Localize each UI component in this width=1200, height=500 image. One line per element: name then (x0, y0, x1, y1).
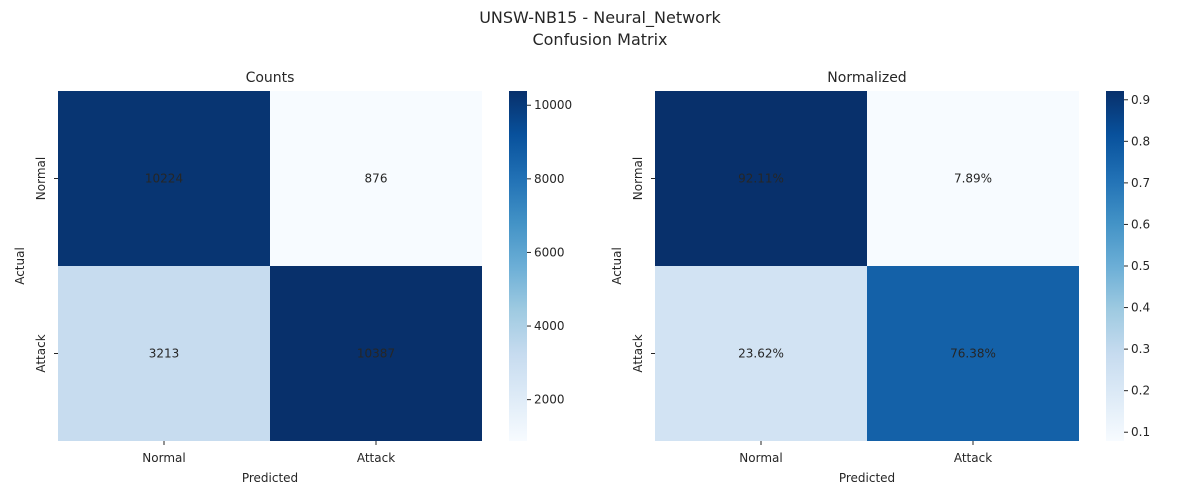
heatmap-cell (867, 266, 1079, 441)
colorbar-tick-label: 10000 (534, 98, 572, 112)
heatmap-cell (270, 91, 482, 266)
colorbar-tick-label: 4000 (534, 319, 565, 333)
x-tick-label: Normal (142, 451, 185, 465)
colorbar (509, 91, 527, 441)
cell-value-label: 76.38% (950, 347, 996, 361)
heatmap-cell (58, 91, 270, 266)
heatmap-panel-1: Counts 10224 876 3213 10387 Normal Attack Predi… (13, 70, 572, 485)
x-axis-label: Predicted (242, 471, 298, 485)
colorbar (1106, 91, 1124, 441)
y-axis-label: Actual (13, 247, 27, 285)
colorbar-tick-label: 8000 (534, 172, 565, 186)
colorbar-tick-label: 0.2 (1131, 384, 1150, 398)
y-tick-label: Normal (34, 157, 48, 200)
x-tick-label: Normal (739, 451, 782, 465)
heatmap-cell (867, 91, 1079, 266)
x-tick-label: Attack (954, 451, 992, 465)
cell-value-label: 3213 (149, 347, 180, 361)
cell-value-label: 92.11% (738, 172, 784, 186)
cell-value-label: 876 (365, 172, 388, 186)
heatmap-panels: Counts 10224 876 3213 10387 Normal Attack Predi… (13, 70, 1150, 485)
x-tick-label: Attack (357, 451, 395, 465)
colorbar-tick-label: 0.6 (1131, 217, 1150, 231)
colorbar-tick-label: 0.3 (1131, 342, 1150, 356)
colorbar-tick-label: 0.8 (1131, 134, 1150, 148)
heatmap-cell (655, 266, 867, 441)
cell-value-label: 7.89% (954, 172, 992, 186)
cell-value-label: 10224 (145, 172, 183, 186)
colorbar-tick-label: 6000 (534, 245, 565, 259)
heatmap-panel-2: Normalized 92.11% 7.89% 23.62% 76.38% Normal A… (610, 70, 1150, 485)
y-tick-label: Attack (631, 334, 645, 372)
colorbar-tick-label: 0.5 (1131, 259, 1150, 273)
colorbar-tick-label: 0.9 (1131, 93, 1150, 107)
panel-title: Counts (246, 70, 295, 86)
cell-value-label: 10387 (357, 347, 395, 361)
y-axis-label: Actual (610, 247, 624, 285)
x-axis-label: Predicted (839, 471, 895, 485)
colorbar-tick-label: 0.4 (1131, 301, 1150, 315)
cell-value-label: 23.62% (738, 347, 784, 361)
heatmap-cell (655, 91, 867, 266)
colorbar-tick-label: 2000 (534, 393, 565, 407)
colorbar-tick-label: 0.7 (1131, 176, 1150, 190)
y-tick-label: Normal (631, 157, 645, 200)
heatmap-cell (270, 266, 482, 441)
figure-title-line2: Confusion Matrix (532, 30, 667, 49)
y-tick-label: Attack (34, 334, 48, 372)
colorbar-tick-label: 0.1 (1131, 425, 1150, 439)
figure-title-line1: UNSW-NB15 - Neural_Network (479, 8, 721, 28)
panel-title: Normalized (827, 70, 906, 86)
heatmap-cell (58, 266, 270, 441)
